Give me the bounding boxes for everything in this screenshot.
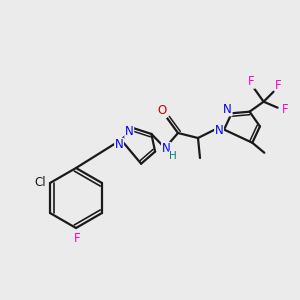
Text: N: N bbox=[125, 125, 134, 138]
Text: H: H bbox=[169, 151, 177, 161]
Text: N: N bbox=[215, 124, 224, 137]
Text: Cl: Cl bbox=[34, 176, 46, 188]
Text: N: N bbox=[115, 138, 124, 151]
Text: N: N bbox=[223, 103, 232, 116]
Text: O: O bbox=[158, 104, 166, 118]
Text: F: F bbox=[282, 103, 289, 116]
Text: N: N bbox=[162, 142, 170, 155]
Text: F: F bbox=[74, 232, 80, 244]
Text: F: F bbox=[275, 79, 282, 92]
Text: F: F bbox=[248, 75, 255, 88]
